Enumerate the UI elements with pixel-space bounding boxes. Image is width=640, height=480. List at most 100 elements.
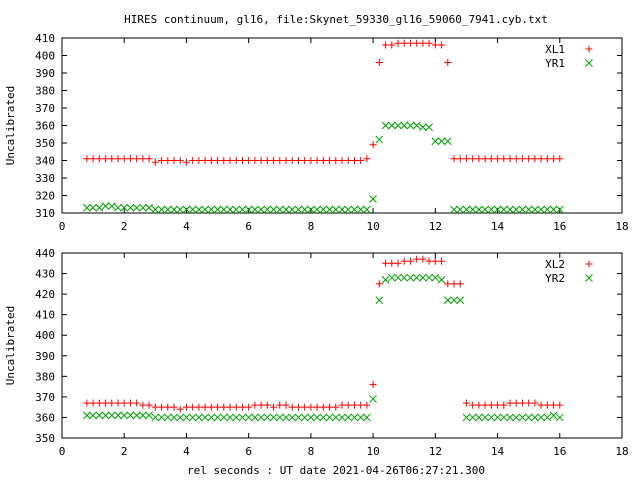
data-point [132, 203, 141, 212]
y-tick-label: 410 [35, 309, 55, 322]
data-point [419, 273, 427, 282]
data-point [394, 121, 402, 130]
data-point [550, 401, 558, 409]
data-point [307, 205, 315, 214]
data-point [338, 205, 346, 214]
x-tick-label: 10 [366, 220, 379, 233]
x-tick-label: 6 [245, 220, 252, 233]
data-point [245, 157, 253, 164]
y-tick-label: 350 [35, 432, 55, 445]
data-point [245, 403, 253, 411]
data-point [518, 205, 527, 214]
data-point [282, 157, 290, 164]
data-point [344, 205, 353, 214]
plot-frame [61, 37, 623, 214]
data-point [537, 401, 545, 409]
data-point [518, 413, 527, 422]
data-point [170, 157, 178, 164]
data-point [537, 155, 545, 163]
data-point [400, 257, 408, 265]
data-point [425, 273, 433, 282]
data-point [270, 157, 278, 164]
x-tick-label: 0 [59, 220, 66, 233]
data-point [531, 155, 539, 163]
data-point [120, 411, 129, 420]
data-point [195, 205, 203, 214]
legend-marker [585, 45, 593, 53]
data-point [381, 275, 390, 284]
data-point [301, 403, 309, 411]
data-point [269, 205, 278, 214]
data-point [537, 205, 545, 214]
data-point [226, 413, 234, 422]
data-point [350, 413, 359, 422]
data-point [213, 205, 222, 214]
data-point [158, 403, 166, 411]
data-point [219, 413, 228, 422]
data-point [189, 403, 197, 411]
data-point [207, 413, 216, 422]
data-point [288, 157, 296, 164]
data-point [524, 205, 533, 214]
data-point [425, 257, 433, 265]
data-point [95, 203, 104, 212]
data-point [132, 411, 141, 420]
data-point [145, 203, 153, 212]
data-point [481, 205, 489, 214]
data-point [381, 121, 390, 130]
data-point [437, 137, 446, 146]
data-point [450, 280, 458, 288]
data-point [158, 157, 166, 164]
data-point [357, 157, 365, 164]
data-point [331, 205, 340, 214]
data-point [325, 413, 334, 422]
data-point [450, 296, 458, 305]
data-point [425, 123, 433, 132]
data-point [506, 205, 514, 214]
legend-label: XL1 [545, 43, 565, 56]
data-point [493, 205, 502, 214]
data-point [512, 155, 520, 163]
data-point [89, 399, 97, 407]
data-point [288, 205, 297, 214]
data-point [257, 205, 265, 214]
data-point [475, 155, 483, 163]
data-point [313, 413, 321, 422]
data-point [531, 399, 539, 407]
data-point [269, 413, 278, 422]
data-point [450, 205, 458, 214]
data-point [270, 403, 278, 411]
x-tick-label: 8 [308, 220, 315, 233]
data-point [500, 401, 508, 409]
data-point [350, 157, 358, 164]
data-point [176, 405, 184, 413]
data-point [263, 413, 272, 422]
legend-marker [585, 260, 593, 268]
data-point [294, 413, 303, 422]
legend-marker [585, 59, 593, 67]
data-point [301, 157, 309, 164]
data-point [512, 399, 520, 407]
data-point [275, 413, 284, 422]
data-point [126, 155, 134, 163]
data-point [219, 205, 228, 214]
data-point [188, 205, 197, 214]
data-point [251, 157, 259, 164]
data-point [220, 403, 228, 411]
data-point [300, 413, 309, 422]
data-point [139, 203, 147, 212]
data-point [114, 411, 122, 420]
y-axis-label: Uncalibrated [4, 86, 17, 165]
y-tick-label: 360 [35, 120, 55, 133]
legend-label: XL2 [545, 258, 565, 271]
data-point [506, 155, 514, 163]
data-point [419, 39, 427, 47]
data-point [556, 155, 564, 163]
data-point [107, 411, 116, 420]
x-tick-label: 10 [366, 445, 379, 458]
data-point [294, 205, 303, 214]
data-point [332, 403, 340, 411]
data-point [400, 121, 409, 130]
data-point [220, 157, 228, 164]
data-point [176, 157, 184, 164]
